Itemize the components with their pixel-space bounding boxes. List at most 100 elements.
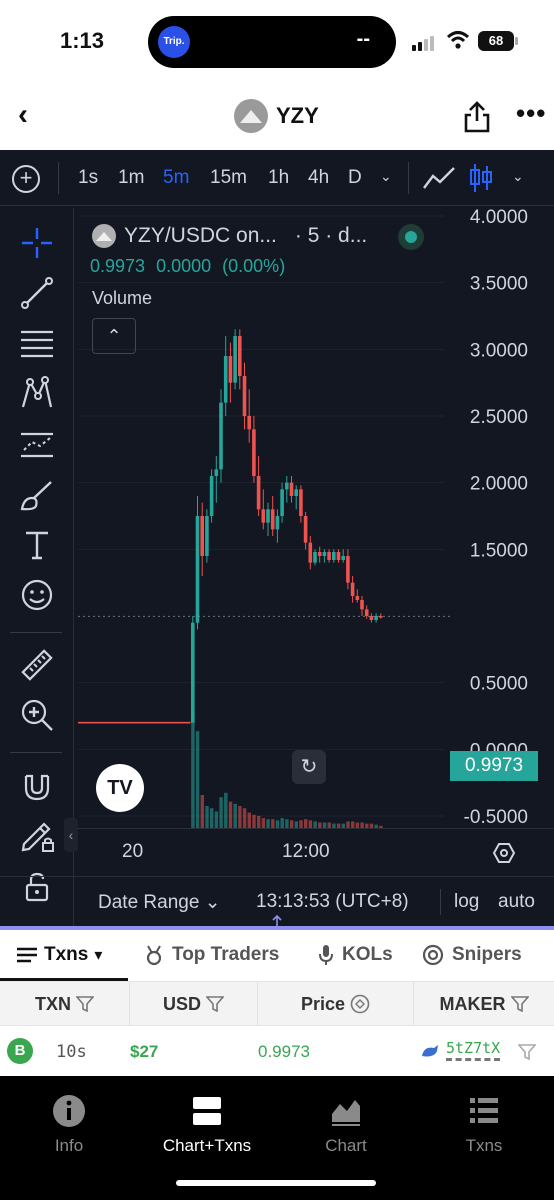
share-icon[interactable] — [462, 100, 492, 134]
candle — [228, 356, 233, 383]
volume-bar — [261, 818, 266, 828]
volume-bar — [360, 822, 364, 828]
candle — [285, 482, 289, 490]
time-axis[interactable]: 20 12:00 — [78, 828, 554, 876]
nav-chart-txns[interactable]: Chart+Txns — [138, 1094, 276, 1156]
col-usd[interactable]: USD — [130, 982, 258, 1026]
zoom-in-icon[interactable] — [18, 696, 56, 734]
date-range-dropdown[interactable]: Date Range ⌄ — [98, 892, 221, 913]
ruler-icon[interactable] — [18, 646, 56, 684]
trip-app-icon: Trip. — [158, 26, 190, 58]
pattern-tool-icon[interactable] — [18, 374, 56, 412]
tab-txns[interactable]: Txns ▾ — [16, 944, 102, 966]
timeframe-1s[interactable]: 1s — [78, 167, 99, 188]
candle — [341, 556, 345, 560]
price-chart[interactable]: 4.0000 3.5000 3.0000 2.5000 2.0000 1.5000 0.50… — [78, 208, 554, 828]
fib-retracement-icon[interactable] — [18, 324, 56, 362]
island-text: -- — [356, 28, 370, 50]
token-symbol: YZY — [276, 103, 319, 128]
time-tick-1200: 12:00 — [282, 841, 330, 862]
volume-bar — [322, 822, 327, 828]
price-tick-label: 3.0000 — [470, 340, 528, 361]
more-options-icon[interactable]: ••• — [516, 98, 547, 128]
candle — [252, 429, 256, 476]
timeframe-1h[interactable]: 1h — [268, 167, 290, 188]
volume-bar — [351, 821, 355, 828]
crosshair-icon[interactable] — [18, 224, 56, 262]
volume-bar — [313, 821, 317, 828]
candle — [266, 509, 270, 523]
dynamic-island[interactable]: Trip. -- — [148, 16, 396, 68]
brush-icon[interactable] — [18, 476, 56, 514]
candle — [261, 509, 266, 523]
volume-bar — [346, 821, 350, 828]
filter-icon[interactable] — [510, 996, 529, 1012]
col-price[interactable]: Price — [258, 982, 414, 1026]
tab-txns-chevron-down-icon: ▾ — [94, 947, 103, 964]
token-logo-icon — [234, 99, 268, 133]
col-txn[interactable]: TXN — [0, 982, 130, 1026]
chart-clock[interactable]: 13:13:53 (UTC+8) — [256, 891, 409, 912]
tab-snipers[interactable]: Snipers — [422, 944, 522, 966]
prediction-tool-icon[interactable] — [18, 426, 56, 464]
emoji-smile-icon[interactable] — [18, 576, 56, 614]
txn-price: 0.9973 — [258, 1042, 310, 1061]
magnet-icon[interactable] — [18, 766, 56, 804]
filter-icon[interactable] — [76, 996, 94, 1012]
volume-bar — [374, 824, 378, 828]
back-chevron-icon[interactable]: ‹ — [18, 98, 28, 131]
volume-bar — [336, 823, 341, 828]
lock-drawing-icon[interactable] — [18, 816, 56, 854]
log-scale-toggle[interactable]: log — [454, 891, 480, 912]
timeframe-4h[interactable]: 4h — [308, 167, 330, 188]
list-icon — [470, 1098, 498, 1123]
last-price-label: 0.9973 — [450, 751, 538, 781]
candle — [369, 616, 374, 620]
filter-maker-icon[interactable] — [518, 1044, 536, 1060]
trend-line-icon[interactable] — [18, 274, 56, 312]
candle — [364, 609, 369, 616]
nav-chart[interactable]: Chart — [277, 1094, 415, 1156]
tradingview-logo-icon[interactable]: TV — [96, 764, 144, 812]
volume-bar — [191, 718, 195, 828]
col-maker[interactable]: MAKER — [414, 982, 554, 1026]
add-indicator-plus-icon[interactable]: + — [12, 165, 40, 193]
candle — [242, 376, 247, 416]
volume-bar — [285, 819, 289, 828]
toolbar-collapse-chevron-icon[interactable]: ‹ — [64, 818, 78, 852]
axis-settings-hexagon-icon[interactable] — [492, 841, 516, 865]
candle — [322, 552, 327, 556]
tab-kols[interactable]: KOLs — [318, 944, 393, 966]
candle — [350, 582, 355, 596]
candle — [360, 600, 364, 610]
tab-top-traders[interactable]: Top Traders — [144, 944, 279, 966]
timeframe-5m[interactable]: 5m — [163, 167, 190, 188]
price-toggle-icon[interactable] — [350, 994, 370, 1014]
price-tick-label: 4.0000 — [470, 208, 528, 228]
divider — [408, 162, 409, 194]
auto-scale-toggle[interactable]: auto — [498, 891, 535, 912]
reset-chart-icon[interactable]: ↻ — [292, 750, 326, 784]
timeframe-15m[interactable]: 15m — [210, 167, 247, 188]
legend-collapse-chevron-up-icon[interactable]: ⌃ — [92, 318, 136, 354]
timeframe-chevron-down-icon[interactable]: ⌄ — [380, 168, 392, 184]
timeframe-1m[interactable]: 1m — [118, 167, 145, 188]
cellular-signal-icon — [412, 33, 436, 51]
volume-label[interactable]: Volume — [92, 288, 153, 308]
txn-age: 10s — [56, 1042, 87, 1062]
nav-info[interactable]: Info — [0, 1094, 138, 1156]
line-chart-type-icon[interactable] — [422, 164, 456, 192]
text-tool-icon[interactable] — [18, 526, 56, 564]
chart-type-chevron-down-icon[interactable]: ⌄ — [512, 168, 524, 184]
timeframe-d[interactable]: D — [348, 167, 362, 188]
chart-legend[interactable]: YZY/USDC on... · 5 · d... — [92, 224, 367, 248]
nav-txns[interactable]: Txns — [415, 1094, 553, 1156]
list-icon — [17, 947, 37, 963]
table-row[interactable]: B 10s $27 0.9973 5tZ7tX — [0, 1026, 554, 1076]
home-indicator[interactable] — [176, 1180, 376, 1186]
token-title: YZY — [234, 98, 319, 134]
candle — [219, 402, 223, 470]
maker-address[interactable]: 5tZ7tX — [446, 1039, 501, 1061]
filter-icon[interactable] — [206, 996, 225, 1012]
candles-chart-type-icon[interactable] — [468, 162, 494, 194]
